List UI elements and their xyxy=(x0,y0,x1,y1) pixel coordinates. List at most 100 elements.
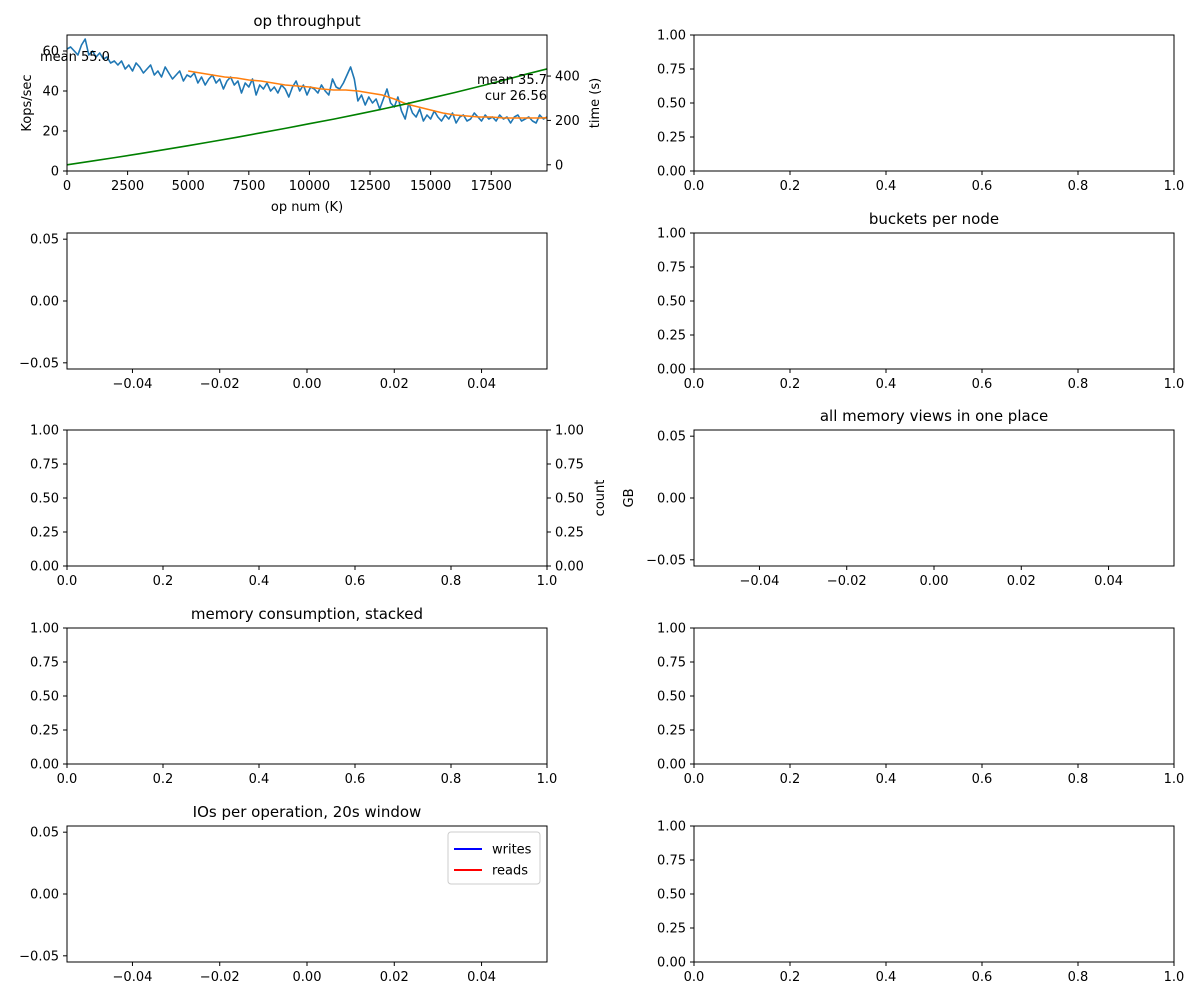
chart-panel-buckets-per-node: 0.0 0.2 0.4 0.6 0.8 1.0 0.00 0.25 0.50 0.75 1.00 bu… xyxy=(657,210,1184,392)
x-tick-label: 0.0 xyxy=(684,179,705,194)
y-tick-label: 0.75 xyxy=(657,261,686,276)
chart-panel-op-throughput: 0 2500 5000 7500 10000 12500 15000 17500 0 20 40 60… xyxy=(20,12,603,215)
y-tick-label: 0.00 xyxy=(30,758,59,773)
x-tick-label: 2500 xyxy=(111,179,144,194)
x-tick-label: 0.6 xyxy=(972,179,993,194)
y-tick-label: 0.25 xyxy=(657,922,686,937)
chart-title: memory consumption, stacked xyxy=(191,605,423,623)
y-tick-label: 0.25 xyxy=(657,724,686,739)
x-tick-label: 0.02 xyxy=(1007,574,1036,589)
x-tick-label: 1.0 xyxy=(537,772,558,787)
y-tick-label: 0.75 xyxy=(30,656,59,671)
y2-tick-label: 0.50 xyxy=(555,492,584,507)
y-tick-label: 0.00 xyxy=(657,165,686,180)
axes-frame xyxy=(66,627,548,765)
y-tick-label: 0.75 xyxy=(657,656,686,671)
y-tick-label: 1.00 xyxy=(657,622,686,637)
y-tick-label: 1.00 xyxy=(30,424,59,439)
x-tick-label: 15000 xyxy=(410,179,451,194)
x-tick-label: 0.00 xyxy=(920,574,949,589)
y-tick-label: 40 xyxy=(42,85,59,100)
x-tick-label: 0.6 xyxy=(972,377,993,392)
y-axis-label: GB xyxy=(622,489,637,508)
x-tick-label: 0.02 xyxy=(380,970,409,985)
y-tick-label: 1.00 xyxy=(657,29,686,44)
x-tick-label: 1.0 xyxy=(1164,772,1185,787)
annotation-text: mean 55.0 xyxy=(40,50,110,65)
x-tick-label: 0.00 xyxy=(293,377,322,392)
x-tick-label: 0.8 xyxy=(1068,772,1089,787)
x-tick-label: 0.2 xyxy=(780,970,801,985)
y-tick-label: 0.25 xyxy=(657,131,686,146)
axes-frame xyxy=(693,429,1175,567)
y-tick-label: 0.00 xyxy=(657,956,686,971)
x-tick-label: 0 xyxy=(63,179,71,194)
x-tick-label: 10000 xyxy=(289,179,330,194)
y-tick-label: 1.00 xyxy=(657,820,686,835)
x-tick-label: 0.8 xyxy=(441,772,462,787)
y-tick-label: 1.00 xyxy=(30,622,59,637)
y2-tick-label: 400 xyxy=(555,70,580,85)
x-tick-label: 0.02 xyxy=(380,377,409,392)
x-tick-label: 0.8 xyxy=(441,574,462,589)
series-group xyxy=(67,38,547,166)
x-tick-label: 0.2 xyxy=(780,179,801,194)
y-tick-label: 60 xyxy=(42,45,59,60)
x-tick-label: 0.00 xyxy=(293,970,322,985)
y2-tick-label: 0.75 xyxy=(555,458,584,473)
x-tick-label: 0.6 xyxy=(345,574,366,589)
x-tick-label: 0.0 xyxy=(684,377,705,392)
axes-frame xyxy=(693,825,1175,963)
chart-panel-empty-r1c2: 0.0 0.2 0.4 0.6 0.8 1.0 0.00 0.25 0.50 0.75 1.00 xyxy=(657,29,1184,195)
legend: writes reads xyxy=(447,831,541,885)
chart-title: op throughput xyxy=(253,12,360,30)
y-tick-label: 0.50 xyxy=(657,690,686,705)
legend-label: writes xyxy=(492,843,532,858)
y-tick-label: 0.00 xyxy=(657,363,686,378)
x-tick-label: 0.4 xyxy=(249,772,270,787)
y-tick-label: 0.00 xyxy=(657,492,686,507)
y2-tick-label: 0 xyxy=(555,158,563,173)
x-tick-label: 0.0 xyxy=(57,574,78,589)
x-tick-label: 0.6 xyxy=(972,970,993,985)
x-tick-label: 0.6 xyxy=(345,772,366,787)
y-tick-label: 0.75 xyxy=(657,854,686,869)
axes-frame xyxy=(693,627,1175,765)
y-tick-label: 20 xyxy=(42,125,59,140)
y-tick-label: −0.05 xyxy=(646,553,686,568)
y-tick-label: 0.25 xyxy=(30,724,59,739)
axes-frame xyxy=(66,232,548,370)
axes-frame xyxy=(693,232,1175,370)
legend-label: reads xyxy=(492,864,528,879)
y2-axis-label: time (s) xyxy=(588,78,603,128)
x-tick-label: 0.2 xyxy=(780,377,801,392)
x-tick-label: 17500 xyxy=(471,179,512,194)
axes-frame xyxy=(693,34,1175,172)
y2-tick-label: 200 xyxy=(555,114,580,129)
x-tick-label: 0.8 xyxy=(1068,970,1089,985)
x-tick-label: 5000 xyxy=(172,179,205,194)
x-tick-label: −0.04 xyxy=(740,574,780,589)
y-tick-label: 0.05 xyxy=(657,430,686,445)
x-tick-label: 0.0 xyxy=(684,772,705,787)
x-tick-label: 1.0 xyxy=(1164,970,1185,985)
y2-tick-label: 1.00 xyxy=(555,424,584,439)
x-axis-label: op num (K) xyxy=(271,200,343,215)
y-tick-label: 0.05 xyxy=(30,826,59,841)
x-tick-label: −0.04 xyxy=(113,970,153,985)
y-tick-label: −0.05 xyxy=(19,356,59,371)
y-tick-label: 0.05 xyxy=(30,233,59,248)
y-tick-label: 0.50 xyxy=(657,295,686,310)
x-tick-label: 1.0 xyxy=(537,574,558,589)
annotation-text: cur 26.56 xyxy=(485,89,547,104)
x-tick-label: 0.2 xyxy=(153,772,174,787)
chart-title: buckets per node xyxy=(869,210,999,228)
x-tick-label: −0.02 xyxy=(827,574,867,589)
axes-frame xyxy=(66,825,548,963)
series-line-2 xyxy=(67,68,547,166)
x-tick-label: 0.4 xyxy=(876,377,897,392)
x-tick-label: 0.2 xyxy=(780,772,801,787)
x-tick-label: −0.02 xyxy=(200,377,240,392)
x-tick-label: 0.4 xyxy=(876,772,897,787)
